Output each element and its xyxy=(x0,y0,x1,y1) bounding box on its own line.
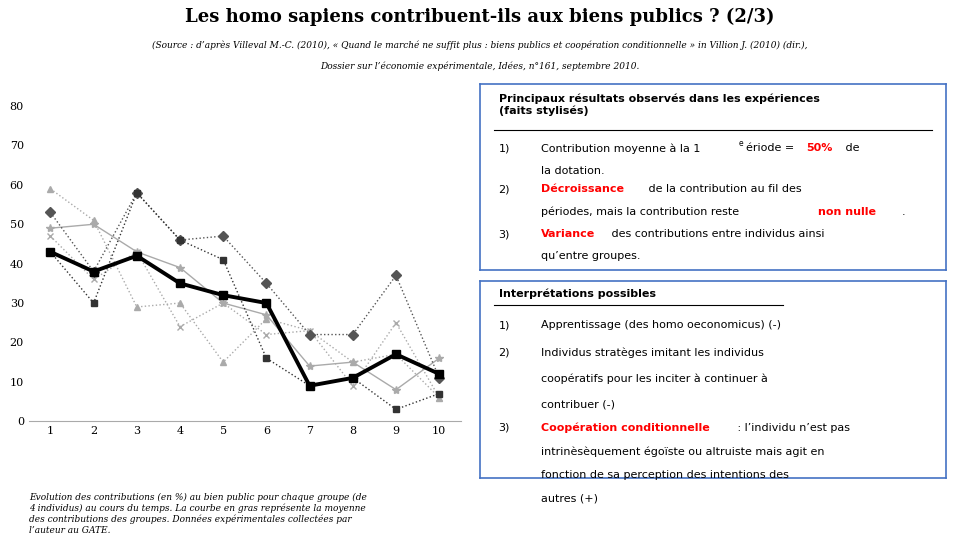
Text: Les homo sapiens contribuent-ils aux biens publics ? (2/3): Les homo sapiens contribuent-ils aux bie… xyxy=(185,8,775,26)
Text: contribuer (-): contribuer (-) xyxy=(540,399,614,409)
Text: Principaux résultats observés dans les expériences
(faits stylisés): Principaux résultats observés dans les e… xyxy=(498,93,820,116)
Text: Interprétations possibles: Interprétations possibles xyxy=(498,289,656,299)
Text: : l’individu n’est pas: : l’individu n’est pas xyxy=(733,423,850,433)
Text: Décroissance: Décroissance xyxy=(540,184,624,194)
Text: 2): 2) xyxy=(498,348,510,358)
Text: qu’entre groupes.: qu’entre groupes. xyxy=(540,252,640,261)
Text: 1): 1) xyxy=(498,143,510,153)
Text: 3): 3) xyxy=(498,229,510,239)
Text: de la contribution au fil des: de la contribution au fil des xyxy=(645,184,802,194)
Text: (Source : d’après Villeval M.-C. (2010), « Quand le marché ne suffit plus : bien: (Source : d’après Villeval M.-C. (2010),… xyxy=(153,40,807,50)
Text: la dotation.: la dotation. xyxy=(540,166,604,176)
Text: Evolution des contributions (en %) au bien public pour chaque groupe (de
4 indiv: Evolution des contributions (en %) au bi… xyxy=(29,493,367,535)
Text: Individus stratèges imitant les individus: Individus stratèges imitant les individu… xyxy=(540,348,763,359)
Text: de: de xyxy=(842,143,859,153)
Text: 3): 3) xyxy=(498,423,510,433)
Text: coopératifs pour les inciter à continuer à: coopératifs pour les inciter à continuer… xyxy=(540,374,767,384)
Text: autres (+): autres (+) xyxy=(540,494,597,504)
Text: 1): 1) xyxy=(498,320,510,330)
Text: ériode =: ériode = xyxy=(746,143,798,153)
Text: 50%: 50% xyxy=(806,143,832,153)
Text: Apprentissage (des homo oeconomicus) (-): Apprentissage (des homo oeconomicus) (-) xyxy=(540,320,780,330)
Text: non nulle: non nulle xyxy=(818,207,876,217)
Text: Coopération conditionnelle: Coopération conditionnelle xyxy=(540,423,709,433)
Text: fonction de sa perception des intentions des: fonction de sa perception des intentions… xyxy=(540,470,788,480)
Text: e: e xyxy=(738,139,743,147)
Text: Contribution moyenne à la 1: Contribution moyenne à la 1 xyxy=(540,143,700,154)
Text: 2): 2) xyxy=(498,184,510,194)
Text: des contributions entre individus ainsi: des contributions entre individus ainsi xyxy=(608,229,825,239)
Text: .: . xyxy=(901,207,905,217)
Text: Dossier sur l’économie expérimentale, Idées, n°161, septembre 2010.: Dossier sur l’économie expérimentale, Id… xyxy=(321,62,639,71)
Text: périodes, mais la contribution reste: périodes, mais la contribution reste xyxy=(540,207,742,217)
Text: Variance: Variance xyxy=(540,229,595,239)
Text: intrinèsèquement égoïste ou altruiste mais agit en: intrinèsèquement égoïste ou altruiste ma… xyxy=(540,447,824,457)
